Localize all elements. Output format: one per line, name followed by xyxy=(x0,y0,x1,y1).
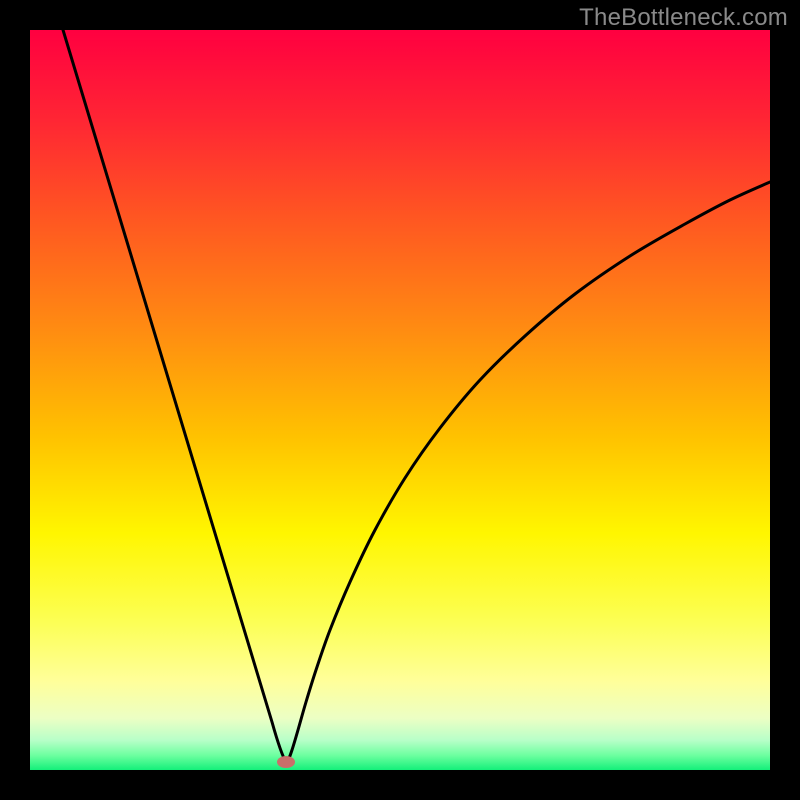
minimum-marker xyxy=(277,756,295,768)
chart-canvas: TheBottleneck.com xyxy=(0,0,800,800)
watermark-text: TheBottleneck.com xyxy=(579,4,788,32)
bottleneck-curve xyxy=(30,30,770,770)
curve-left-branch xyxy=(60,30,286,762)
curve-right-branch xyxy=(286,182,770,764)
plot-area xyxy=(30,30,770,770)
